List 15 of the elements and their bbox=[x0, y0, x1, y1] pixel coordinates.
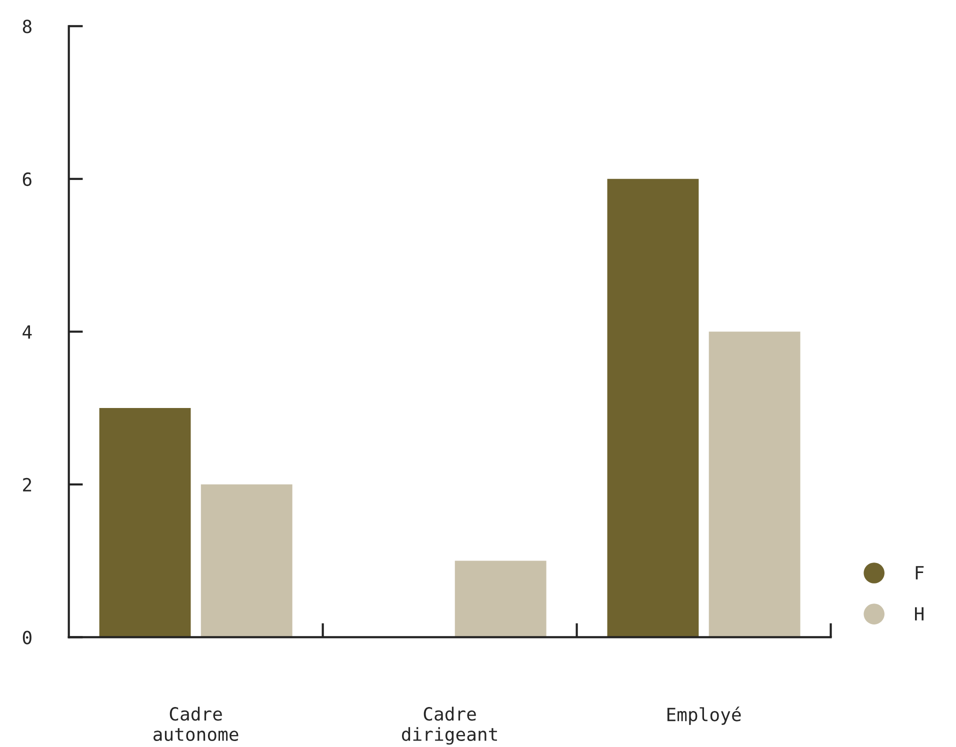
bar bbox=[708, 332, 800, 638]
y-tick-label: 0 bbox=[22, 630, 32, 644]
bar bbox=[454, 560, 546, 638]
bar bbox=[200, 484, 292, 638]
y-tick-label: 6 bbox=[22, 172, 32, 186]
x-tick-label: Employé bbox=[667, 706, 741, 725]
x-tick-label: Cadre autonome bbox=[154, 706, 238, 742]
legend-label: F bbox=[916, 566, 924, 580]
legend-label: H bbox=[915, 607, 924, 620]
bar bbox=[607, 178, 699, 638]
y-tick-label: 2 bbox=[23, 478, 32, 492]
bar bbox=[99, 408, 191, 638]
y-tick-label: 4 bbox=[22, 325, 32, 339]
x-tick-label: Cadre dirigeant bbox=[402, 706, 497, 745]
y-tick-label: 8 bbox=[22, 20, 32, 34]
